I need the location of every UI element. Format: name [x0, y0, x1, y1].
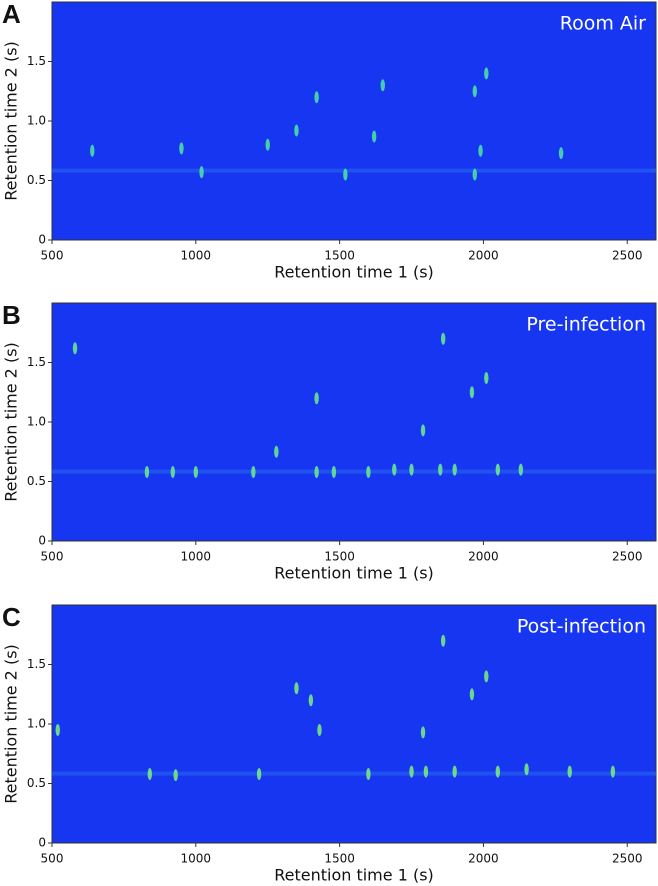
- peak: [308, 694, 314, 707]
- plot-background: [51, 604, 657, 844]
- peak: [392, 463, 397, 476]
- y-tick-label: 0: [38, 233, 46, 247]
- y-tick-label: 0: [38, 534, 46, 548]
- peak: [423, 765, 429, 778]
- peak: [495, 463, 501, 476]
- peak: [265, 138, 270, 151]
- panel-title: Post-infection: [517, 616, 646, 638]
- panel-title: Pre-infection: [526, 314, 646, 336]
- y-axis-label: Retention time 2 (s): [2, 41, 21, 201]
- y-tick-label: 0.5: [27, 173, 46, 187]
- peak: [440, 634, 446, 647]
- x-axis-label: Retention time 1 (s): [274, 866, 434, 885]
- y-tick-label: 1.0: [27, 415, 46, 429]
- peak: [343, 168, 348, 181]
- plot-background: [51, 302, 657, 542]
- x-tick-label: 1000: [181, 249, 212, 263]
- x-tick-label: 2500: [612, 852, 643, 866]
- x-tick-label: 500: [41, 550, 64, 564]
- y-axis-label: Retention time 2 (s): [2, 342, 21, 502]
- peak: [371, 130, 377, 143]
- x-tick-label: 2000: [468, 852, 499, 866]
- peak: [294, 124, 299, 137]
- peak: [366, 767, 371, 780]
- peak: [147, 767, 152, 780]
- peak: [256, 767, 262, 780]
- peak: [558, 147, 564, 160]
- peak: [317, 723, 322, 736]
- peak: [193, 465, 199, 478]
- y-tick-label: 1.5: [27, 54, 46, 68]
- peak: [179, 142, 184, 155]
- peak: [173, 769, 178, 782]
- peak: [469, 386, 475, 399]
- y-tick-label: 0: [38, 836, 46, 850]
- peak: [452, 765, 457, 778]
- y-tick-label: 0.5: [27, 776, 46, 790]
- x-tick-label: 1500: [324, 852, 355, 866]
- y-tick-label: 1.5: [27, 355, 46, 369]
- y-axis-label: Retention time 2 (s): [2, 644, 21, 804]
- baseline-band: [52, 771, 656, 776]
- peak: [524, 763, 529, 776]
- x-tick-label: 2500: [612, 249, 643, 263]
- peak: [420, 726, 426, 739]
- x-tick-label: 500: [41, 249, 64, 263]
- panel-title: Room Air: [560, 13, 646, 35]
- peak: [90, 144, 95, 157]
- peak: [409, 765, 414, 778]
- peak: [251, 465, 256, 478]
- peak: [314, 91, 319, 104]
- peak: [484, 67, 489, 80]
- y-tick-label: 1.0: [27, 717, 46, 731]
- x-tick-label: 1000: [181, 852, 212, 866]
- x-tick-label: 1000: [181, 550, 212, 564]
- x-tick-label: 2000: [468, 550, 499, 564]
- x-tick-label: 2000: [468, 249, 499, 263]
- peak: [484, 371, 489, 384]
- peak: [610, 765, 616, 778]
- baseline-band: [52, 469, 656, 474]
- y-tick-label: 1.0: [27, 114, 46, 128]
- peak: [452, 463, 457, 476]
- peak: [366, 465, 371, 478]
- peak: [472, 85, 477, 98]
- x-axis-label: Retention time 1 (s): [274, 564, 434, 583]
- peak: [314, 392, 319, 405]
- peak: [518, 463, 524, 476]
- peak: [567, 765, 572, 778]
- peak: [469, 688, 475, 701]
- panel-letter: A: [2, 0, 21, 29]
- peak: [484, 670, 489, 683]
- x-tick-label: 2500: [612, 550, 643, 564]
- peak: [170, 465, 175, 478]
- x-tick-label: 500: [41, 852, 64, 866]
- peak: [409, 463, 414, 476]
- peak: [495, 765, 501, 778]
- peak: [331, 465, 337, 478]
- peak: [472, 168, 477, 181]
- x-tick-label: 1500: [324, 550, 355, 564]
- peak: [55, 723, 60, 736]
- peak: [438, 463, 443, 476]
- x-tick-label: 1500: [324, 249, 355, 263]
- peak: [72, 342, 78, 355]
- plot-background: [51, 1, 657, 241]
- peak: [314, 465, 319, 478]
- peak: [478, 144, 483, 157]
- panel-letter: B: [2, 300, 21, 330]
- baseline-band: [52, 168, 656, 173]
- peak: [199, 166, 204, 179]
- peak: [294, 682, 299, 695]
- peak: [420, 424, 426, 437]
- x-axis-label: Retention time 1 (s): [274, 263, 434, 282]
- peak: [440, 332, 446, 345]
- peak: [274, 445, 279, 458]
- y-tick-label: 0.5: [27, 474, 46, 488]
- panel-letter: C: [2, 602, 21, 632]
- y-tick-label: 1.5: [27, 657, 46, 671]
- peak: [144, 465, 150, 478]
- peak: [380, 79, 385, 92]
